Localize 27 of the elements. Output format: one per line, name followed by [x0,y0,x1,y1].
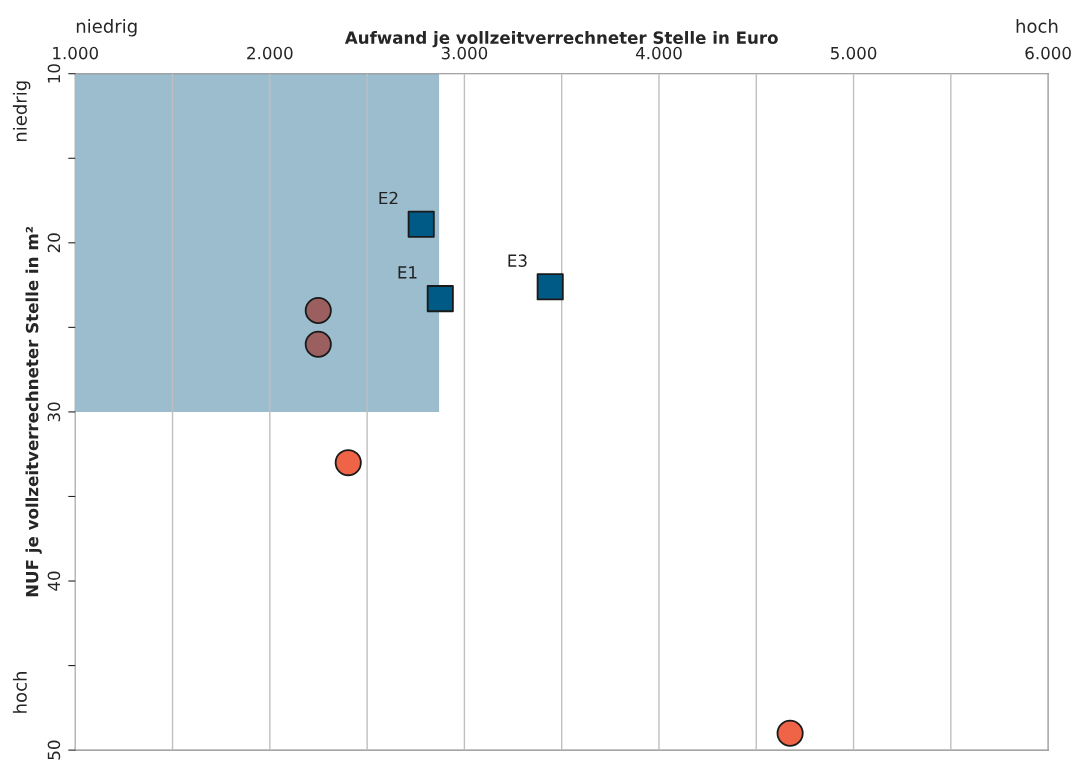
point [304,330,332,358]
point [536,273,564,301]
point [334,449,362,477]
annotation: E1 [398,266,417,279]
y-tick-label: 50 [47,740,61,760]
x-tick-label: 2.000 [247,46,293,60]
point [407,210,435,238]
point [304,296,332,324]
x-tick-label: 5.000 [830,46,877,60]
y-tick-label: 30 [47,402,61,422]
y-tick-label: 10 [47,64,61,83]
x-tick-label: 3.000 [441,46,488,60]
annotation: E3 [508,254,527,267]
text: niedrig [76,19,137,37]
text: hoch [12,672,27,713]
point [776,719,804,747]
y-tick-label: 20 [47,233,61,253]
x-axis-title: Aufwand je vollzeitverrechneter Stelle in Euro [344,31,778,48]
y-tick-label: 40 [47,571,61,591]
y-axis-title: NUF je vollzeitverrechneter Stelle in m² [25,226,42,597]
point [426,285,454,313]
x-tick-label: 4.000 [635,46,682,60]
annotation: E2 [379,191,398,205]
x-tick-label: 6.000 [1025,46,1071,60]
text: hoch [1016,19,1058,33]
x-tick-label: 1.000 [53,46,98,60]
text: niedrig [12,81,31,142]
